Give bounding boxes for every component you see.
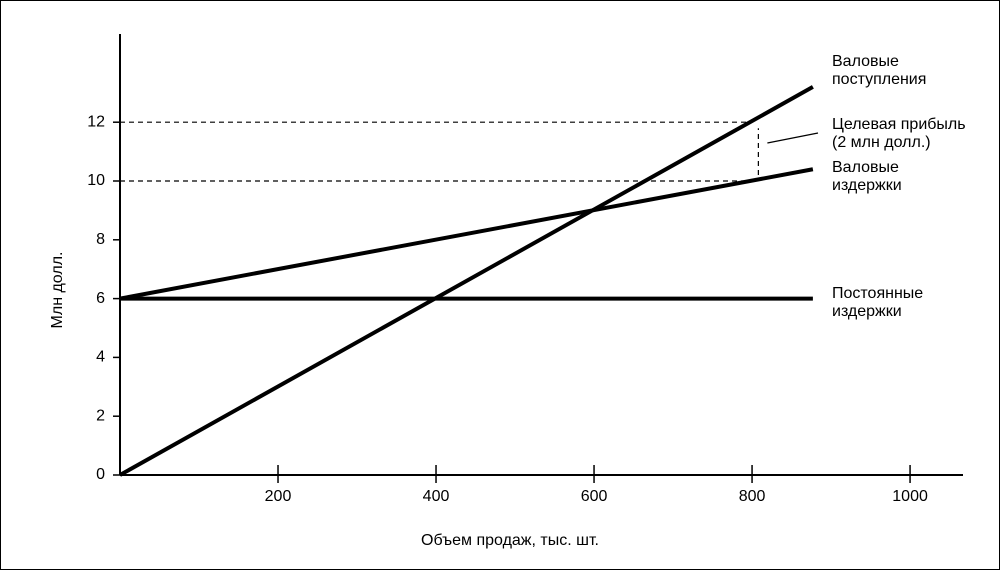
series-line [119,85,814,477]
y-tick-label: 0 [96,466,105,483]
series-label: Валовые [832,53,899,70]
x-tick-label: 600 [581,488,608,505]
y-tick-label: 6 [96,290,105,307]
annotation: (2 млн долл.) [832,134,931,151]
y-tick-label: 2 [96,407,105,424]
x-tick-label: 200 [265,488,292,505]
y-tick-label: 4 [96,349,105,366]
y-tick-label: 12 [87,113,105,130]
x-tick-label: 800 [739,488,766,505]
annotation: Целевая прибыль [832,116,966,133]
series-line [119,167,814,301]
leader-line [767,132,819,144]
x-tick-label: 1000 [892,488,928,505]
series-label: издержки [832,177,902,194]
y-tick-label: 10 [87,172,105,189]
series-label: поступления [832,71,926,88]
x-tick-label: 400 [423,488,450,505]
y-tick-label: 8 [96,231,105,248]
series-label: Валовые [832,159,899,176]
x-axis-label: Объем продаж, тыс. шт. [421,532,599,549]
series-label: Постоянные [832,285,923,302]
series-label: издержки [832,303,902,320]
y-axis-label: Млн долл. [49,252,66,329]
